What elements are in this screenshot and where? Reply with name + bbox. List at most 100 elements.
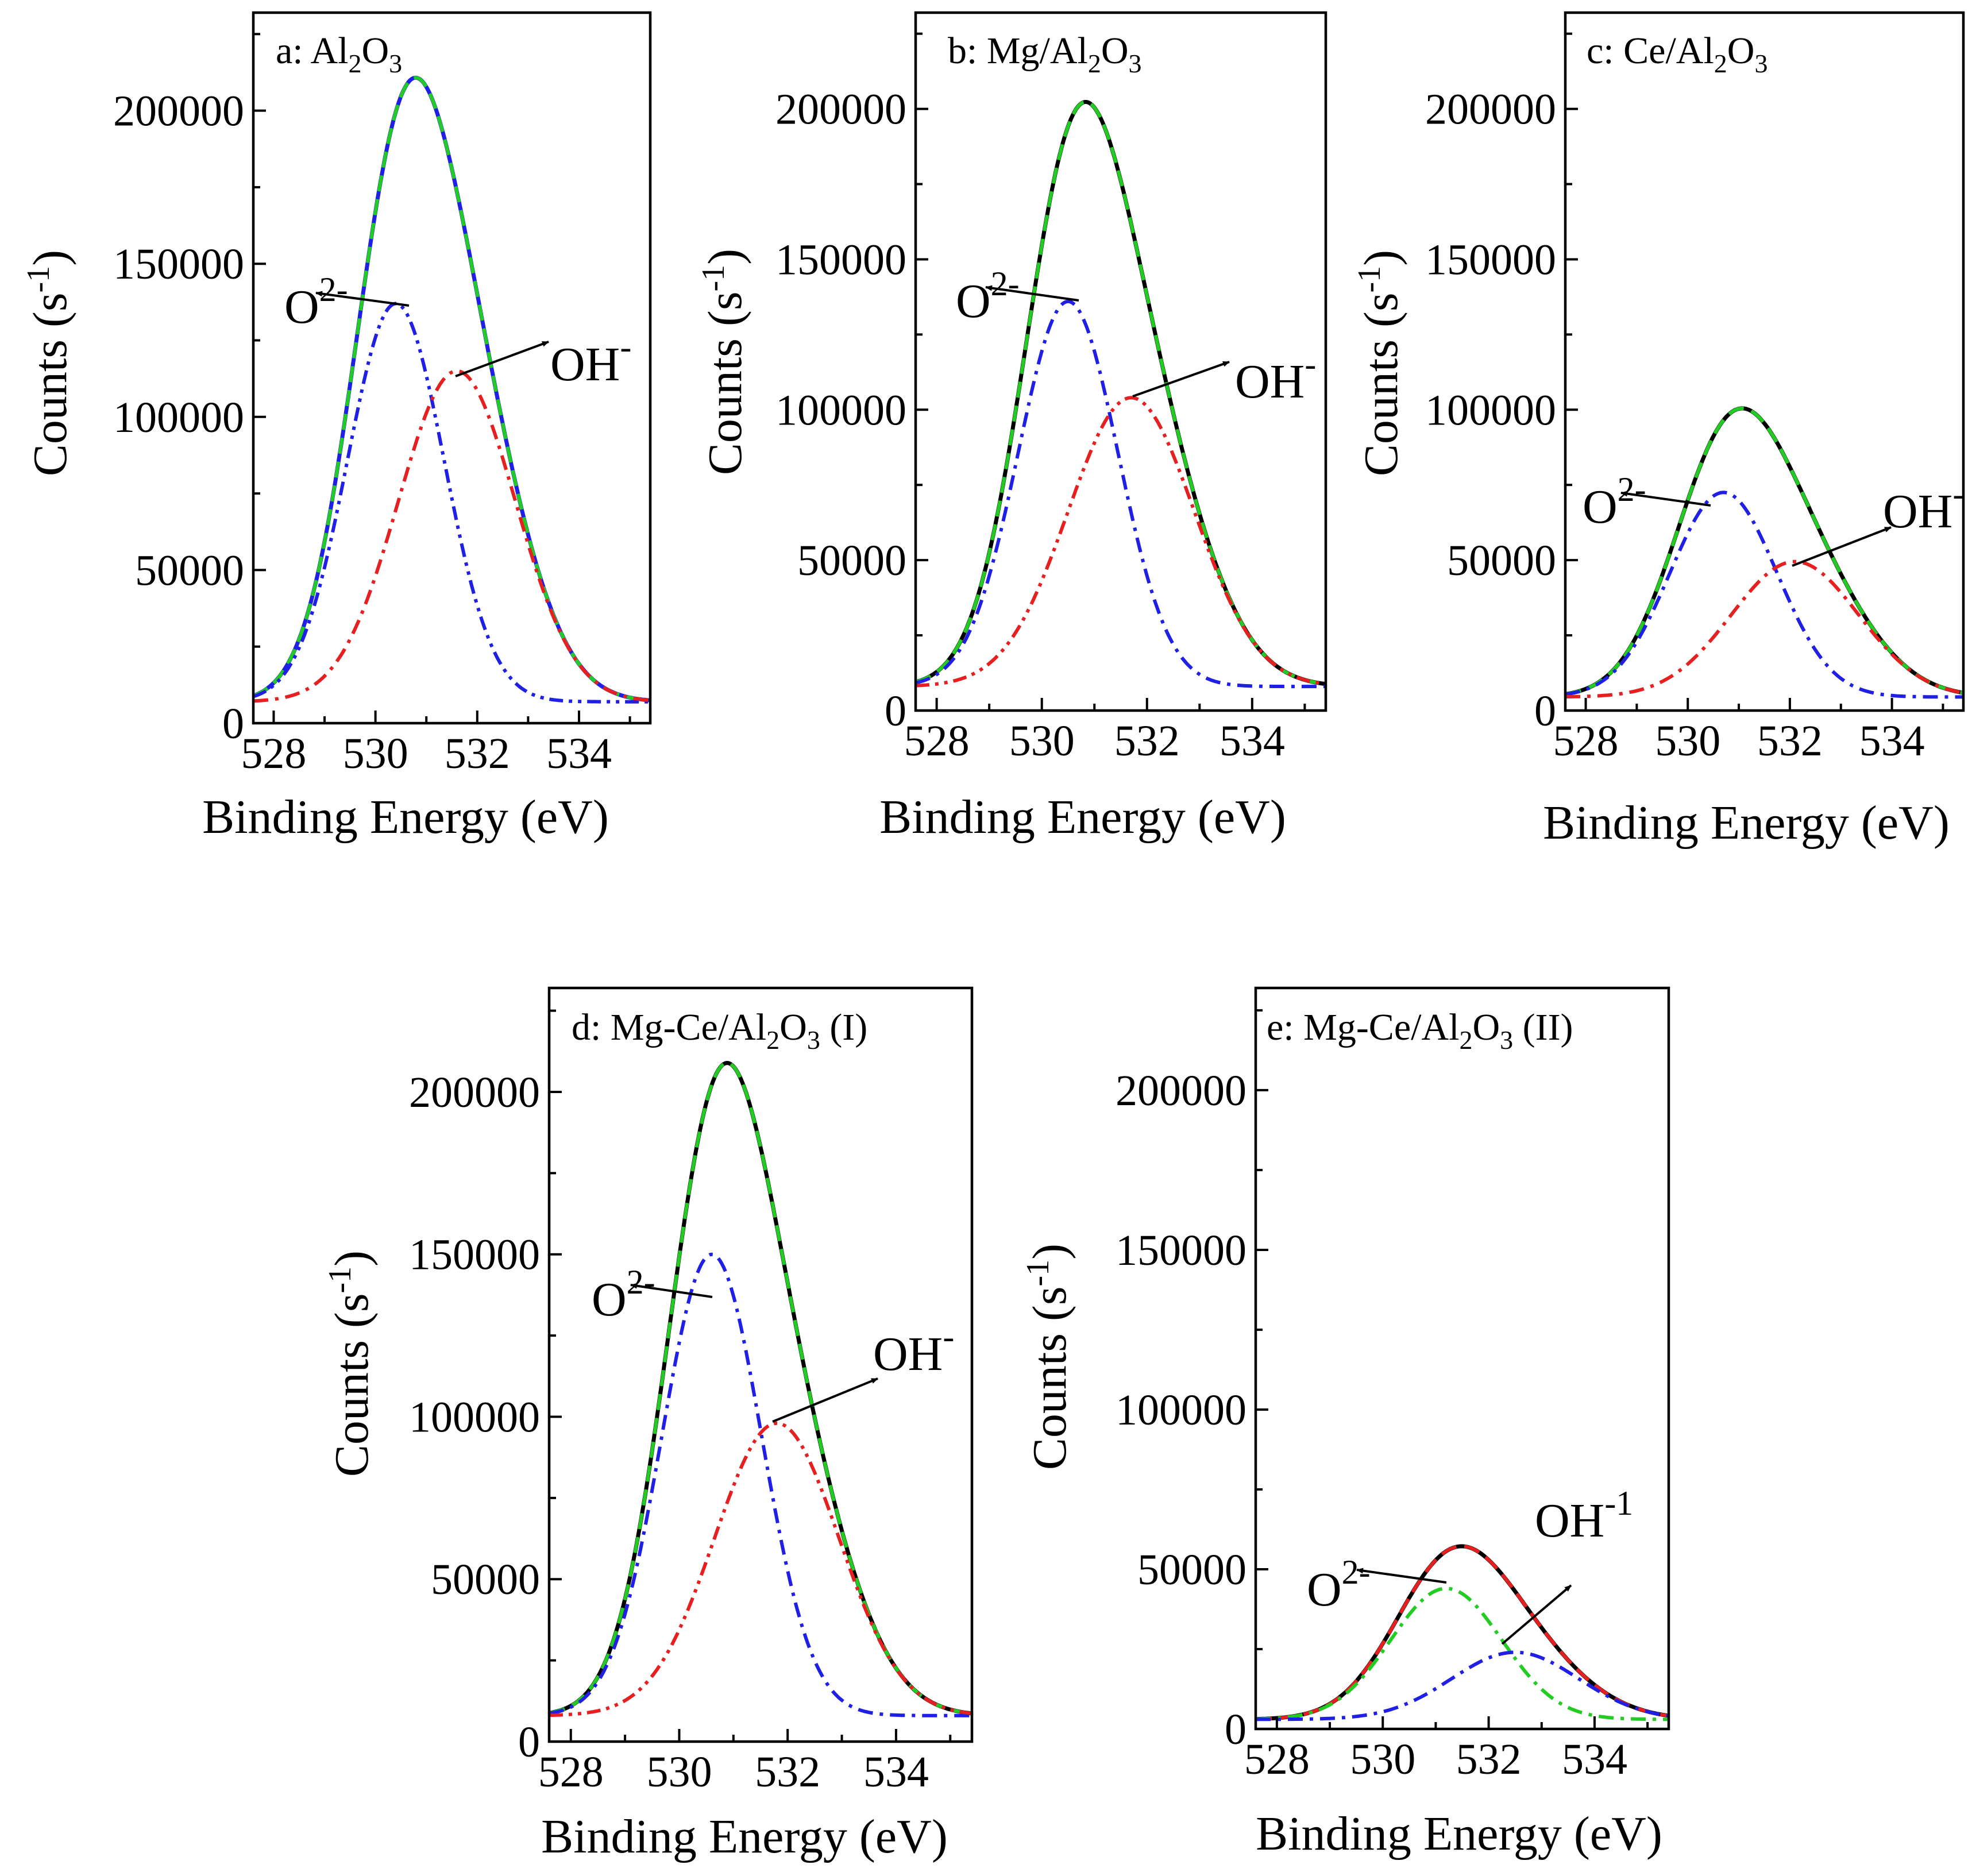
series-experimental [1565, 406, 1964, 696]
plot-frame [1564, 11, 1965, 712]
annotation-o2: O2- [592, 1263, 655, 1326]
arrow-o2 [630, 1283, 713, 1298]
y-tick-label: 50000 [1447, 536, 1556, 585]
y-axis-title: Counts (s-1) [1020, 1244, 1076, 1470]
x-axis-title: Binding Energy (eV) [202, 790, 609, 844]
x-tick-label: 528 [1553, 717, 1619, 765]
series-o2-component [549, 1252, 972, 1717]
arrow-o2 [1356, 1568, 1447, 1584]
x-tick-label: 530 [1655, 717, 1720, 765]
x-tick-label: 534 [1220, 717, 1285, 765]
panel-e: 528 530 532 534 0 50000 100000 150000 200000 e: … [1020, 986, 1670, 1860]
arrow-oh [1132, 361, 1230, 397]
y-tick-label: 50000 [797, 536, 906, 585]
axis-ticks: 528 530 532 534 0 50000 100000 150000 200000 [409, 1009, 952, 1796]
annotation-o2: O2- [1583, 470, 1646, 534]
y-tick-label: 150000 [113, 240, 244, 288]
panel-b: 528 530 532 534 0 50000 100000 150000 200000 b: … [696, 11, 1327, 844]
y-axis-title: Counts (s-1) [322, 1250, 379, 1477]
y-tick-label: 100000 [409, 1393, 540, 1441]
y-tick-label: 200000 [775, 86, 906, 134]
series-oh-component [253, 369, 651, 703]
y-tick-label: 0 [885, 687, 906, 735]
series-oh-component [915, 396, 1326, 688]
plot-frame [914, 11, 1327, 712]
series-experimental [549, 1061, 973, 1716]
annotation-o2: O2- [1307, 1553, 1371, 1616]
y-tick-label: 100000 [775, 386, 906, 434]
x-tick-label: 530 [646, 1748, 712, 1796]
series-fit-envelope [1255, 1544, 1669, 1721]
plot-frame [547, 986, 974, 1743]
arrow-oh [772, 1377, 878, 1423]
x-tick-label: 532 [1757, 717, 1823, 765]
curves [914, 100, 1326, 689]
plot-frame [1254, 986, 1670, 1731]
series-fit-envelope [252, 76, 651, 702]
axis-ticks: 528 530 532 534 0 50000 100000 150000 200000 [775, 32, 1306, 765]
plot-frame [252, 11, 652, 725]
arrow-o2 [1620, 491, 1711, 507]
x-tick-label: 530 [343, 729, 408, 778]
axis-ticks: 528 530 532 534 0 50000 100000 150000 200000 [1116, 1009, 1649, 1784]
series-fit-envelope [1565, 406, 1964, 696]
annotation-o2: O2- [956, 265, 1020, 328]
y-tick-label: 0 [222, 700, 244, 748]
y-tick-label: 50000 [135, 546, 244, 595]
x-tick-label: 528 [1244, 1735, 1310, 1784]
x-tick-label: 534 [546, 729, 612, 778]
series-o2-component [1565, 491, 1964, 699]
panel-title: a: Al2O3 [276, 30, 402, 78]
curves [252, 75, 651, 704]
y-tick-label: 150000 [409, 1231, 540, 1279]
y-tick-label: 150000 [1425, 236, 1556, 284]
x-tick-label: 532 [445, 729, 510, 778]
series-oh-component [1256, 1650, 1669, 1721]
annotation-oh: OH-1 [1535, 1484, 1633, 1547]
arrow-o2 [315, 291, 410, 307]
x-tick-label: 532 [1456, 1735, 1522, 1784]
x-axis-title: Binding Energy (eV) [1543, 796, 1950, 850]
arrow-oh [1501, 1584, 1572, 1645]
annotation-oh: OH- [1883, 475, 1964, 538]
y-tick-label: 100000 [1116, 1386, 1247, 1434]
x-tick-label: 528 [538, 1748, 604, 1796]
x-tick-label: 534 [1562, 1735, 1627, 1784]
y-axis-title: Counts (s-1) [1352, 250, 1408, 476]
y-tick-label: 100000 [1425, 386, 1556, 434]
y-tick-label: 150000 [1116, 1226, 1247, 1275]
x-tick-label: 530 [1350, 1735, 1415, 1784]
y-tick-label: 0 [518, 1718, 540, 1766]
arrow-oh [455, 341, 549, 377]
annotation-oh: OH- [1235, 345, 1316, 408]
y-tick-label: 50000 [431, 1555, 540, 1604]
panel-title: d: Mg-Ce/Al2O3 (I) [572, 1006, 867, 1055]
x-axis-title: Binding Energy (eV) [1256, 1807, 1662, 1860]
x-tick-label: 532 [1114, 717, 1180, 765]
series-fit-envelope [915, 100, 1326, 686]
y-tick-label: 200000 [409, 1068, 540, 1117]
annotation-oh: OH- [873, 1318, 954, 1381]
y-tick-label: 150000 [775, 236, 906, 284]
x-tick-label: 528 [241, 729, 306, 778]
series-o2-component [253, 302, 651, 704]
y-axis-title: Counts (s-1) [696, 249, 752, 475]
panel-title: b: Mg/Al2O3 [948, 30, 1142, 78]
series-oh-component [549, 1421, 973, 1717]
panel-title: e: Mg-Ce/Al2O3 (II) [1267, 1006, 1573, 1055]
y-tick-label: 200000 [1425, 86, 1556, 134]
annotation-oh: OH- [550, 328, 631, 391]
y-tick-label: 50000 [1137, 1546, 1247, 1594]
y-tick-label: 200000 [113, 87, 244, 136]
curves [1255, 1544, 1669, 1721]
curves [1565, 406, 1964, 699]
curves [549, 1061, 973, 1717]
arrow-o2 [985, 285, 1079, 302]
series-o2-component [915, 299, 1326, 689]
x-axis-title: Binding Energy (eV) [541, 1810, 948, 1863]
y-tick-label: 100000 [113, 393, 244, 442]
y-tick-label: 0 [1534, 687, 1556, 735]
panel-c: 528 530 532 534 0 50000 100000 150000 200000 c: … [1352, 11, 1965, 850]
x-tick-label: 534 [1859, 717, 1925, 765]
